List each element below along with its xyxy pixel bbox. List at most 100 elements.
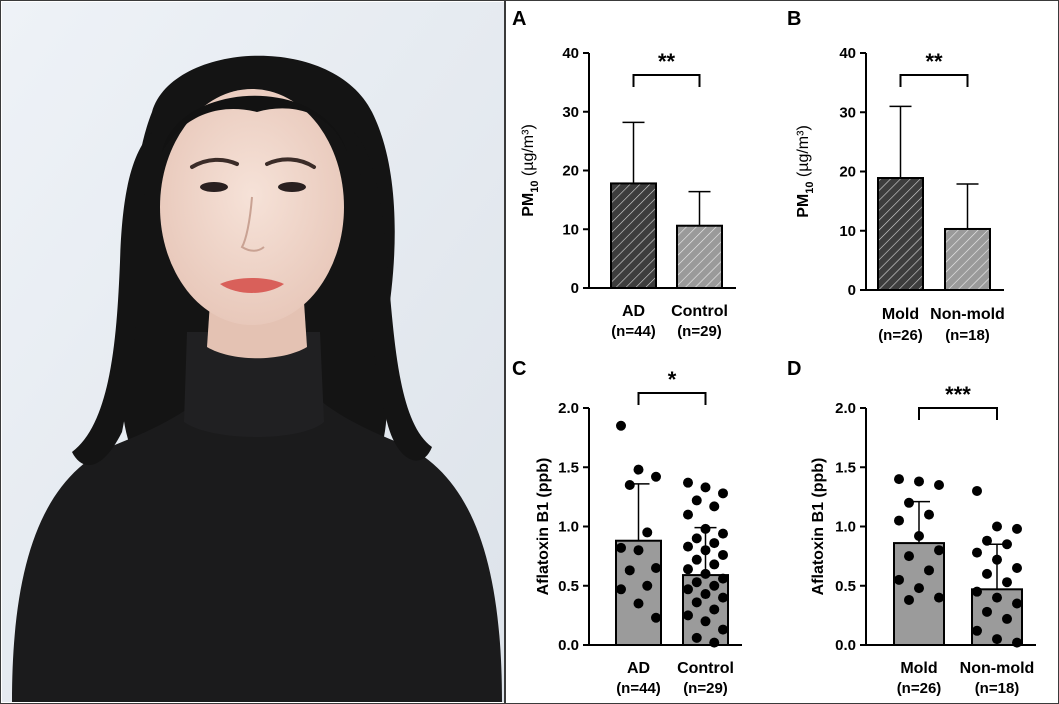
data-point xyxy=(894,574,904,585)
category-n-label: (n=44) xyxy=(611,323,656,340)
y-tick-label: 10 xyxy=(562,221,579,238)
data-point xyxy=(683,610,693,621)
data-point xyxy=(616,584,626,595)
y-axis-label: PM10 (µg/m³) xyxy=(520,124,541,217)
data-point xyxy=(904,594,914,605)
category-label: Mold xyxy=(882,306,919,323)
y-tick-label: 10 xyxy=(839,223,856,240)
data-point xyxy=(651,562,661,573)
data-point xyxy=(700,616,711,627)
category-label: Non-mold xyxy=(960,660,1035,677)
data-point xyxy=(700,568,711,579)
data-point xyxy=(709,559,720,570)
y-tick-label: 1.0 xyxy=(558,519,579,536)
significance-bracket xyxy=(899,74,969,87)
bar-non-mold xyxy=(944,227,991,292)
data-point xyxy=(904,551,914,562)
data-point xyxy=(691,577,702,588)
chart-panel-c: C Aflatoxin B1 (ppb) 0.0 0.5 1.0 1.5 2.0 AD (n… xyxy=(512,358,742,697)
data-point xyxy=(718,549,728,560)
significance-label: ** xyxy=(658,49,676,74)
data-point xyxy=(894,515,904,526)
data-point xyxy=(624,565,635,576)
y-axis-title: Aflatoxin B1 (ppb) xyxy=(535,458,552,596)
data-point xyxy=(691,554,702,565)
y-axis-title-subscript: 10 xyxy=(804,182,816,194)
data-point xyxy=(651,471,661,482)
panel-letter: A xyxy=(512,8,526,30)
chart-panel-a: A PM10 (µg/m³) 010203040AD(n=44)Control(… xyxy=(512,8,736,340)
portrait-image xyxy=(2,2,504,702)
category-label: AD xyxy=(627,660,650,677)
data-point xyxy=(972,485,982,496)
significance-bracket xyxy=(918,407,998,420)
y-axis-label: Aflatoxin B1 (ppb) xyxy=(810,458,827,596)
data-point xyxy=(718,624,728,635)
category-n-label: (n=26) xyxy=(897,680,942,697)
data-point xyxy=(972,586,982,597)
y-tick-label: 40 xyxy=(562,45,579,62)
category-label: Control xyxy=(677,660,734,677)
data-point xyxy=(982,535,992,546)
y-axis-label: Aflatoxin B1 (ppb) xyxy=(535,458,552,596)
y-axis-title-unit: (µg/m³) xyxy=(795,125,812,181)
y-tick-label: 30 xyxy=(562,104,579,121)
data-point xyxy=(633,545,644,556)
category-n-label: (n=18) xyxy=(945,327,990,344)
plot-area: 0 10 20 30 40 Mold (n=26) Non-mold (n=18) ** xyxy=(839,45,1005,344)
data-point xyxy=(982,568,992,579)
category-n-label: (n=44) xyxy=(616,680,661,697)
data-point xyxy=(709,604,720,615)
data-point xyxy=(709,637,720,648)
data-point xyxy=(718,592,728,603)
data-point xyxy=(914,476,924,487)
plot-area: 0 10 20 30 40 AD (n=44) Control (n=29) ** xyxy=(562,45,736,340)
y-tick-label: 0 xyxy=(571,280,579,297)
y-axis-title: PM10 (µg/m³) xyxy=(520,124,541,217)
y-tick-label: 0.0 xyxy=(835,637,856,654)
y-axis-title-unit: (µg/m³) xyxy=(520,124,537,180)
y-axis-title-main: PM xyxy=(795,194,812,218)
data-point xyxy=(616,420,626,431)
y-tick-label: 1.0 xyxy=(835,519,856,536)
y-axis-title-main: PM xyxy=(520,193,537,217)
data-point xyxy=(633,464,644,475)
data-point xyxy=(924,509,934,520)
data-point xyxy=(683,509,693,520)
data-point xyxy=(633,598,644,609)
data-point xyxy=(904,497,914,508)
bar-ad xyxy=(610,182,657,289)
y-tick-label: 2.0 xyxy=(835,400,856,417)
plot-area: 0.0 0.5 1.0 1.5 2.0 AD (n=44) Control (n=29) * xyxy=(558,367,742,697)
category-n-label: (n=29) xyxy=(677,323,722,340)
data-point xyxy=(914,530,924,541)
panel-letter: B xyxy=(787,8,801,30)
panel-divider xyxy=(504,1,506,703)
data-point xyxy=(972,547,982,558)
data-point xyxy=(700,589,711,600)
panel-letter: C xyxy=(512,358,526,380)
significance-bracket xyxy=(632,74,701,87)
data-point xyxy=(683,564,693,575)
y-axis-title-subscript: 10 xyxy=(529,181,541,193)
data-point xyxy=(992,554,1002,565)
data-point xyxy=(934,480,944,491)
data-point xyxy=(934,545,944,556)
data-point xyxy=(982,606,992,617)
category-n-label: (n=18) xyxy=(975,680,1020,697)
portrait-photo xyxy=(2,2,504,702)
bar-control xyxy=(676,224,723,290)
data-point xyxy=(683,541,693,552)
significance-label: ** xyxy=(925,49,943,74)
data-point xyxy=(709,501,720,512)
data-point xyxy=(992,592,1002,603)
y-tick-label: 20 xyxy=(562,163,579,180)
data-point xyxy=(934,592,944,603)
significance-label: * xyxy=(668,367,677,392)
data-point xyxy=(700,523,711,534)
data-point xyxy=(924,565,934,576)
data-point xyxy=(718,528,728,539)
data-point xyxy=(709,538,720,549)
chart-panel-d: D Aflatoxin B1 (ppb) 0.0 0.5 1.0 1.5 2.0 Mold… xyxy=(787,358,1036,697)
